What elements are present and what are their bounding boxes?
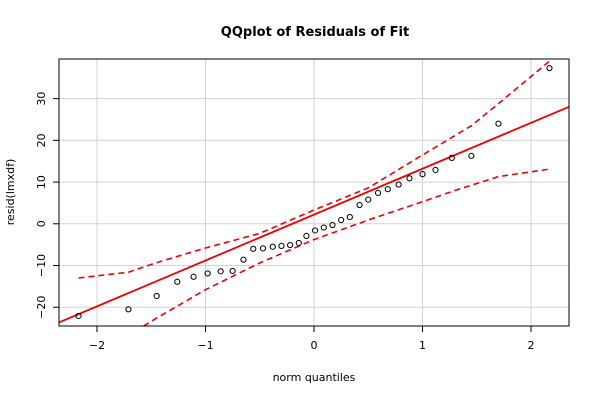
data-point	[395, 181, 402, 188]
data-point	[217, 268, 224, 275]
chart-title: QQplot of Residuals of Fit	[221, 25, 409, 40]
reference-line	[58, 105, 570, 324]
data-point	[338, 216, 345, 224]
data-point	[432, 166, 439, 174]
data-point	[365, 196, 372, 203]
y-axis-label: resid(lmxdf)	[4, 159, 17, 226]
data-point	[295, 239, 302, 247]
data-point	[287, 241, 294, 249]
data-point	[125, 306, 132, 313]
data-point	[419, 171, 426, 178]
data-point	[75, 312, 82, 320]
data-point	[153, 292, 160, 300]
data-point	[448, 154, 455, 161]
envelope-upper-line	[78, 60, 551, 279]
data-point	[346, 214, 353, 221]
data-points	[75, 65, 553, 320]
data-point	[269, 243, 276, 250]
y-tick-label: −20	[35, 296, 48, 319]
data-point	[190, 273, 197, 280]
x-axis: −2 −1 0 1 2	[89, 326, 535, 352]
data-point	[384, 186, 391, 193]
data-point	[546, 65, 553, 72]
x-tick-label: 2	[528, 339, 535, 352]
data-point	[174, 278, 181, 285]
x-tick-label: 0	[311, 339, 318, 352]
x-tick-label: −1	[197, 339, 213, 352]
data-point	[329, 221, 336, 229]
data-point	[250, 245, 257, 252]
data-point	[495, 120, 502, 127]
data-point	[468, 152, 475, 159]
data-point	[303, 232, 310, 239]
data-point	[204, 270, 211, 277]
data-point	[229, 267, 236, 275]
y-axis: −20 −10 0 10 20 30	[35, 92, 59, 319]
data-point	[311, 227, 319, 234]
confidence-envelope	[78, 60, 551, 327]
data-point	[356, 201, 363, 209]
data-point	[320, 224, 327, 231]
y-tick-label: 20	[35, 133, 48, 147]
x-tick-label: −2	[89, 339, 105, 352]
y-tick-label: 10	[35, 175, 48, 189]
envelope-lower-line	[143, 168, 550, 327]
data-point	[278, 242, 285, 249]
y-tick-label: 0	[35, 220, 48, 227]
grid	[59, 59, 569, 326]
y-tick-label: 30	[35, 92, 48, 106]
reference-line-group	[58, 105, 570, 324]
x-axis-label: norm quantiles	[273, 371, 356, 384]
x-tick-label: 1	[419, 339, 426, 352]
y-tick-label: −10	[35, 254, 48, 277]
data-point	[240, 256, 247, 263]
data-point	[406, 175, 413, 182]
data-point	[259, 245, 267, 252]
data-point	[374, 189, 382, 197]
